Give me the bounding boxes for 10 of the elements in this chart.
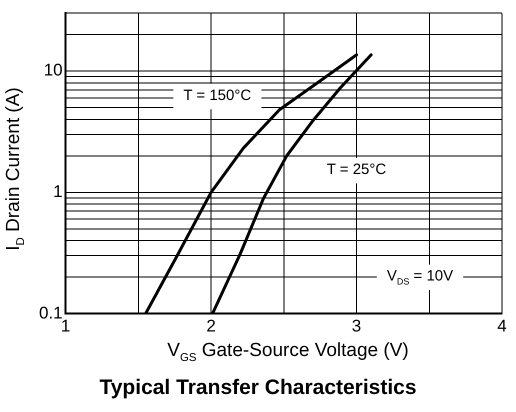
y-tick-label: 1	[53, 182, 63, 202]
x-axis-title: V$_{GS}$ Gate-Source Voltage (V)	[166, 340, 410, 364]
series-label: T = 150°C	[183, 86, 252, 104]
text: Typical Transfer Characteristics	[98, 376, 418, 400]
x-tick-label: 4	[497, 316, 507, 336]
x-tick-label: 2	[206, 316, 216, 336]
text: T = 25°C	[326, 160, 386, 178]
x-tick-label: 3	[352, 316, 362, 336]
y-tick-label: 0.1	[38, 303, 63, 322]
y-tick-label: 10	[44, 60, 63, 80]
